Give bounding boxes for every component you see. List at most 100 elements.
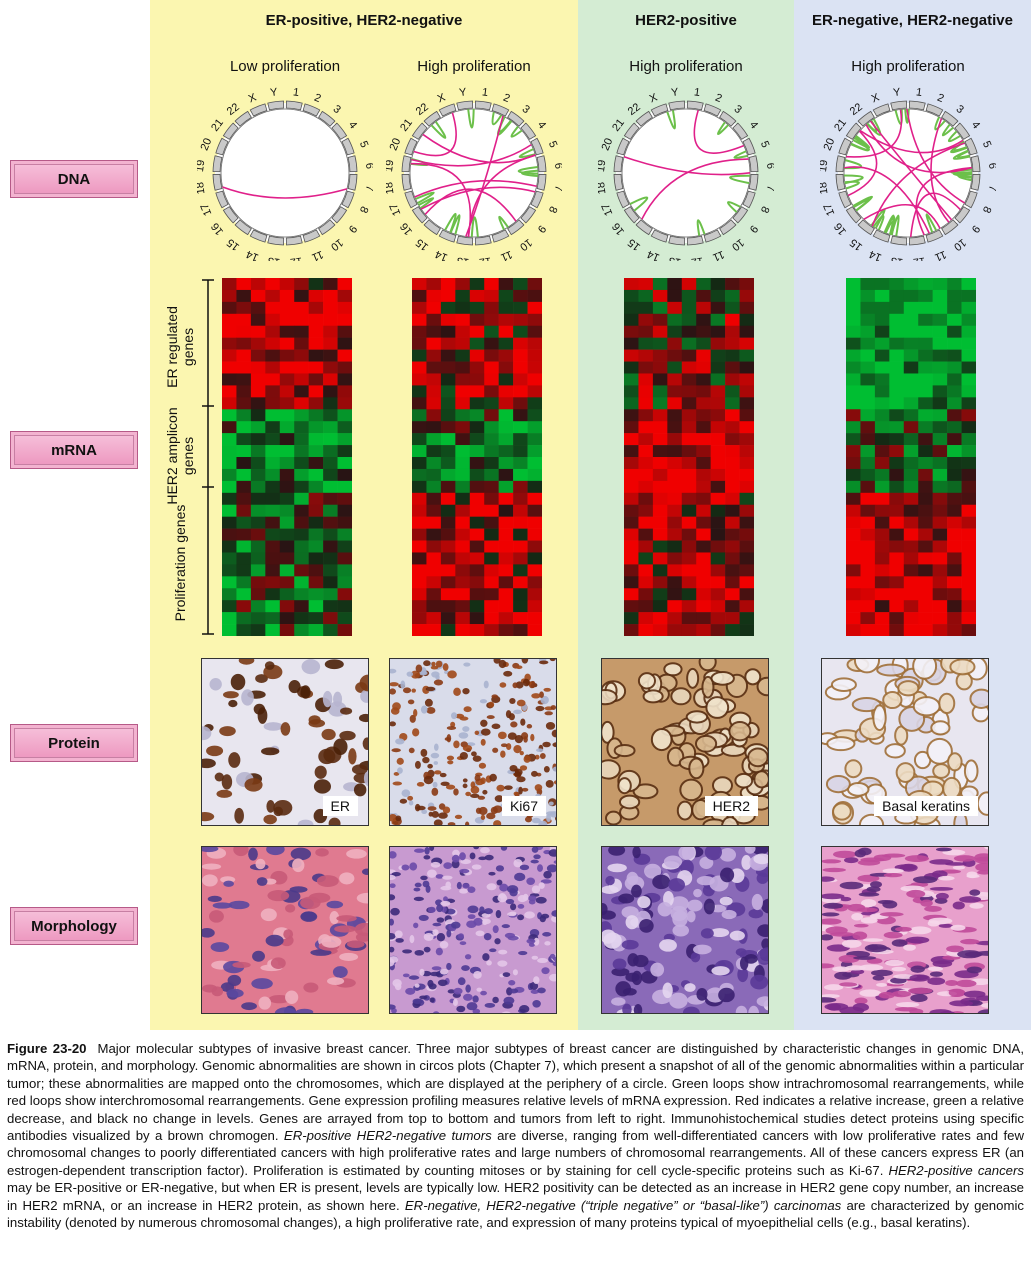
svg-text:15: 15 (626, 236, 643, 253)
gene-group-brackets (202, 279, 214, 635)
svg-text:5: 5 (758, 139, 771, 149)
svg-text:7: 7 (363, 184, 373, 192)
protein-label-her2: HER2 (704, 796, 758, 816)
svg-text:2: 2 (935, 92, 945, 105)
svg-text:X: X (247, 91, 259, 105)
svg-text:4: 4 (969, 119, 982, 131)
svg-text:11: 11 (711, 248, 726, 261)
svg-text:9: 9 (969, 223, 982, 235)
caption-em-1: ER-positive HER2-negative tumors (283, 1128, 492, 1144)
svg-text:19: 19 (598, 159, 608, 173)
svg-text:7: 7 (552, 184, 562, 192)
svg-text:8: 8 (980, 204, 993, 214)
svg-text:20: 20 (822, 137, 838, 153)
heatmap-4 (846, 278, 976, 636)
svg-text:5: 5 (980, 139, 993, 149)
svg-text:14: 14 (245, 248, 261, 261)
svg-text:16: 16 (209, 220, 226, 237)
morphology-image-2 (389, 846, 557, 1014)
svg-text:Y: Y (892, 86, 901, 99)
figure-caption: Figure 23-20 Major molecular subtypes of… (7, 1040, 1024, 1231)
svg-text:14: 14 (646, 248, 662, 261)
row-label-protein: Protein (10, 724, 138, 762)
svg-text:22: 22 (848, 101, 865, 118)
group-title-her2-positive: HER2-positive (635, 12, 737, 29)
svg-text:19: 19 (197, 159, 207, 173)
column-title-4: High proliferation (851, 58, 965, 75)
ihc-ki67-texture (390, 659, 556, 825)
caption-text-4: are characterized by genomic instability… (7, 1197, 1024, 1231)
svg-text:2: 2 (713, 92, 723, 105)
svg-text:14: 14 (868, 248, 884, 261)
heatmap-2 (412, 278, 542, 636)
svg-text:12: 12 (289, 255, 303, 261)
svg-text:6: 6 (986, 162, 996, 170)
svg-text:8: 8 (546, 204, 559, 214)
morphology-image-3 (601, 846, 769, 1014)
svg-text:17: 17 (600, 202, 616, 218)
svg-text:9: 9 (346, 223, 359, 235)
svg-text:10: 10 (951, 236, 968, 253)
svg-text:16: 16 (832, 220, 849, 237)
caption-em-3: ER-negative, HER2-negative (“triple nega… (404, 1197, 842, 1213)
svg-text:1: 1 (915, 86, 923, 99)
svg-text:5: 5 (546, 139, 559, 149)
protein-image-her2: HER2 (601, 658, 769, 826)
svg-text:13: 13 (267, 255, 281, 261)
svg-text:17: 17 (199, 202, 215, 218)
figure-label: Figure 23-20 (7, 1041, 87, 1056)
svg-text:Y: Y (269, 86, 278, 99)
svg-text:7: 7 (986, 184, 996, 192)
svg-text:Y: Y (670, 86, 679, 99)
gene-group-proliferation: Proliferation genes (172, 504, 188, 622)
svg-text:16: 16 (398, 220, 415, 237)
svg-text:7: 7 (764, 184, 774, 192)
svg-text:16: 16 (610, 220, 627, 237)
morphology-image-1 (201, 846, 369, 1014)
svg-text:8: 8 (357, 204, 370, 214)
gene-group-her2: HER2 amplicon genes (164, 407, 196, 505)
protein-label-basal: Basal keratins (874, 796, 978, 816)
protein-label-ki67: Ki67 (501, 796, 546, 816)
svg-text:13: 13 (456, 255, 470, 261)
svg-text:1: 1 (481, 86, 489, 99)
column-title-1: Low proliferation (229, 58, 341, 75)
svg-text:10: 10 (729, 236, 746, 253)
svg-text:9: 9 (535, 223, 548, 235)
svg-text:12: 12 (478, 255, 492, 261)
svg-text:15: 15 (414, 236, 431, 253)
svg-text:18: 18 (386, 181, 396, 195)
gene-group-er: ER regulated genes (164, 306, 196, 388)
svg-text:2: 2 (312, 92, 322, 105)
column-title-3: High proliferation (629, 58, 743, 75)
caption-text-2: are diverse, ranging from well-different… (7, 1128, 1024, 1178)
group-title-triple-negative: ER-negative, HER2-negative (812, 12, 1013, 29)
heatmap-1 (222, 278, 352, 636)
svg-text:4: 4 (747, 119, 760, 131)
row-label-dna: DNA (10, 160, 138, 198)
circos-plot-1: 12345678910111213141516171819202122XY (197, 86, 373, 261)
svg-text:6: 6 (764, 162, 774, 170)
svg-text:11: 11 (310, 248, 325, 261)
svg-text:17: 17 (822, 202, 838, 218)
svg-text:13: 13 (668, 255, 682, 261)
svg-text:15: 15 (848, 236, 865, 253)
svg-text:18: 18 (820, 181, 830, 195)
protein-label-er: ER (322, 796, 358, 816)
svg-text:19: 19 (820, 159, 830, 173)
svg-text:10: 10 (328, 236, 345, 253)
row-label-morphology: Morphology (10, 907, 138, 945)
svg-text:X: X (648, 91, 660, 105)
svg-text:9: 9 (747, 223, 760, 235)
svg-text:11: 11 (499, 248, 514, 261)
caption-em-2: HER2-positive cancers (888, 1162, 1025, 1178)
protein-image-basal: Basal keratins (821, 658, 989, 826)
caption-text-3: may be ER-positive or ER-negative, but w… (7, 1180, 1024, 1213)
svg-text:3: 3 (954, 103, 966, 116)
svg-text:12: 12 (690, 255, 704, 261)
svg-text:14: 14 (434, 248, 450, 261)
svg-text:21: 21 (610, 117, 627, 134)
circos-plot-2: 12345678910111213141516171819202122XY (386, 86, 562, 261)
svg-text:3: 3 (732, 103, 744, 116)
circos-plot-4: 12345678910111213141516171819202122XY (820, 86, 996, 261)
